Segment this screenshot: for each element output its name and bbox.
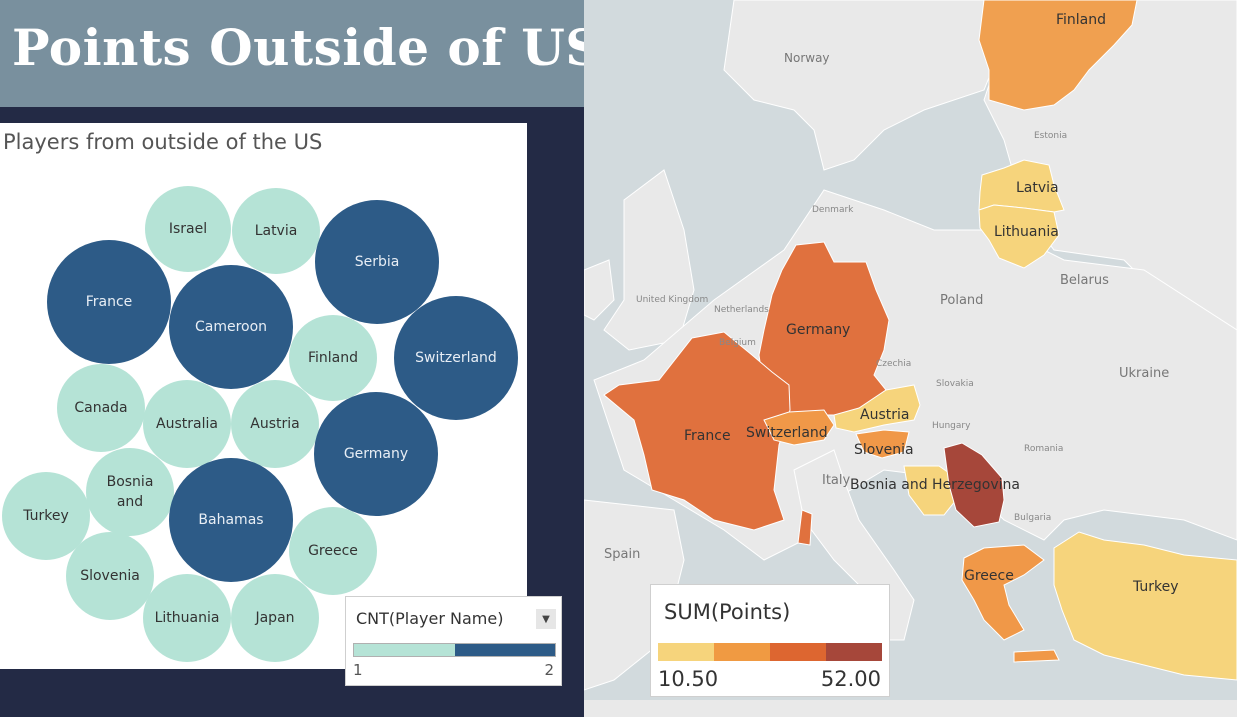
map-base-label: Italy [822,473,851,488]
cnt-ramp-low [354,644,455,656]
bubble-label: Germany [343,446,409,462]
sum-legend-max: 52.00 [820,667,881,691]
bubble-label: Greece [308,543,358,559]
bubble-label: Finland [307,350,359,366]
bubble-label: Latvia [254,223,298,239]
map-base-label: Bulgaria [1014,513,1051,523]
bubble-label: Australia [156,416,218,432]
map-base-label: Netherlands [714,305,769,315]
bubble-bosnia[interactable]: Bosnia and [86,448,174,536]
map-base-label: United Kingdom [636,295,708,305]
sum-color-legend: SUM(Points) 10.50 52.00 [650,584,890,697]
map-base-label: Poland [940,293,983,308]
bubble-label: Lithuania [154,610,220,626]
map-base-label: Ukraine [1119,366,1169,381]
bubble-israel[interactable]: Israel [145,186,231,272]
country-corsica[interactable] [797,509,813,546]
cnt-legend-title: CNT(Player Name) [356,609,504,628]
title-banner: Points Outside of USA [0,0,641,107]
country-bosnia[interactable] [903,465,960,516]
country-austria[interactable] [833,384,921,433]
map-label-turkey: Turkey [1132,579,1179,595]
bubble-finland[interactable]: Finland [289,315,377,401]
bubble-label: Japan [255,610,295,626]
map-label-slovenia: Slovenia [854,442,914,458]
bubble-switzerland[interactable]: Switzerland [394,296,518,420]
map-base-label: Denmark [812,205,854,215]
sum-legend-title: SUM(Points) [664,600,791,624]
bubble-japan[interactable]: Japan [231,574,319,662]
bubble-label: Slovenia [80,568,140,584]
country-finland[interactable] [978,0,1138,111]
sum-color-ramp [658,643,882,661]
bubble-austria[interactable]: Austria [231,380,319,468]
landmass-africa [584,700,1237,717]
country-switzerland[interactable] [763,409,835,446]
map-label-switzerland: Switzerland [746,425,828,441]
map-label-austria: Austria [860,407,909,423]
bubble-label: Bahamas [198,512,264,528]
bubble-label: Bosnia and [106,474,154,510]
country-greece[interactable] [961,544,1045,641]
cnt-ramp-high [455,644,555,656]
chevron-down-icon[interactable]: ▼ [536,609,556,629]
bubble-australia[interactable]: Australia [143,380,231,468]
bubble-cameroon[interactable]: Cameroon [169,265,293,389]
bubble-bahamas[interactable]: Bahamas [169,458,293,582]
map-base-label: Belarus [1060,273,1109,288]
map-base-label: Estonia [1034,131,1067,141]
bubble-turkey[interactable]: Turkey [2,472,90,560]
bubble-france[interactable]: France [47,240,171,364]
map-base-label: Romania [1024,444,1063,454]
country-serbia[interactable] [943,442,1005,528]
bubble-label: Switzerland [415,350,497,366]
cnt-color-legend: CNT(Player Name) ▼ 1 2 [345,596,562,686]
sum-ramp-step-1 [658,643,714,661]
cnt-legend-min: 1 [353,661,363,679]
map-label-germany: Germany [786,322,850,338]
cnt-color-ramp [353,643,556,657]
map-label-greece: Greece [964,568,1014,584]
map-base-label: Slovakia [936,379,974,389]
sum-ramp-step-3 [770,643,826,661]
bubble-canada[interactable]: Canada [57,364,145,452]
bubble-slovenia[interactable]: Slovenia [66,532,154,620]
bubble-lithuania[interactable]: Lithuania [143,574,231,662]
map-label-latvia: Latvia [1016,180,1059,196]
bubble-chart-panel: Players from outside of the US Israel La… [0,123,527,669]
map-base-label: Czechia [876,359,911,369]
bubble-greece[interactable]: Greece [289,507,377,595]
country-france[interactable] [603,331,791,531]
bubble-label: Cameroon [194,319,268,335]
map-label-bosnia: Bosnia and Herzegovina [850,477,1020,493]
bubble-label: Israel [168,221,208,237]
cnt-legend-max: 2 [544,661,554,679]
bubble-serbia[interactable]: Serbia [315,200,439,324]
bubble-label: Turkey [23,508,69,524]
country-latvia[interactable] [978,159,1065,213]
bubble-chart-title: Players from outside of the US [3,130,323,154]
sum-ramp-step-4 [826,643,882,661]
map-base-label: Norway [784,51,830,65]
map-base-label: Belgium [719,338,756,348]
country-crete[interactable] [1013,649,1060,663]
bubble-label: Serbia [354,254,400,270]
map-label-finland: Finland [1056,12,1106,28]
country-turkey[interactable] [1053,531,1237,681]
bubble-label: France [85,294,133,310]
sum-ramp-step-2 [714,643,770,661]
dashboard-title: Points Outside of USA [12,18,642,77]
country-slovenia[interactable] [855,429,910,459]
map-label-lithuania: Lithuania [994,224,1059,240]
bubble-germany[interactable]: Germany [314,392,438,516]
map-base-label: Spain [604,547,640,562]
landmass-ireland [584,259,615,321]
map-label-france: France [684,428,731,444]
map-base-label: Hungary [932,421,971,431]
bubble-latvia[interactable]: Latvia [232,188,320,274]
sum-legend-min: 10.50 [658,667,719,691]
bubble-label: Austria [250,416,300,432]
country-lithuania[interactable] [978,204,1060,269]
bubble-label: Canada [74,400,128,416]
